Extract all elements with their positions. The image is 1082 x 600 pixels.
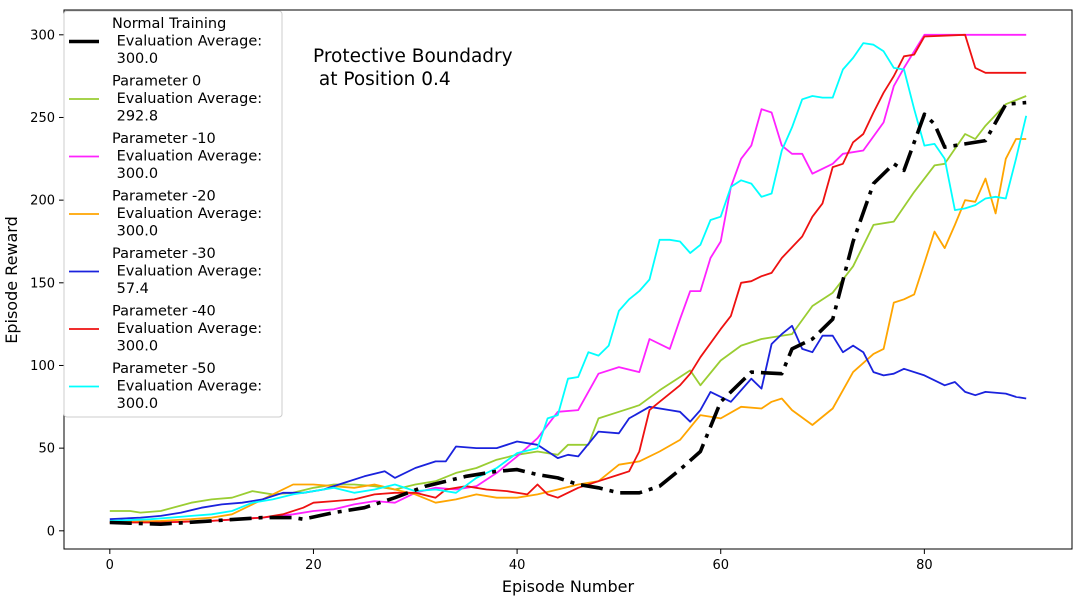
legend-entry-line: Parameter -20 <box>112 189 216 205</box>
chart-annotation: Protective Boundadry at Position 0.4 <box>313 46 513 90</box>
legend-entry: Parameter 0 Evaluation Average: 292.8 <box>112 74 262 125</box>
legend-entry-line: 300.0 <box>112 224 158 240</box>
y-axis-label: Episode Reward <box>2 216 21 344</box>
legend-entry-line: 57.4 <box>112 281 149 297</box>
legend-entry-line: Parameter -50 <box>112 361 216 377</box>
series-layer <box>109 33 1028 526</box>
y-tick-label: 250 <box>30 111 55 126</box>
legend-entry-line: Evaluation Average: <box>112 379 262 395</box>
legend-entry: Parameter -40 Evaluation Average: 300.0 <box>112 304 262 355</box>
legend-entry-line: Evaluation Average: <box>112 91 262 107</box>
x-tick-label: 80 <box>916 558 933 573</box>
y-tick-label: 200 <box>30 194 55 209</box>
legend-entry-line: Evaluation Average: <box>112 264 262 280</box>
y-tick-label: 50 <box>38 442 55 457</box>
x-tick-label: 60 <box>712 558 729 573</box>
series-line-parameter-2 <box>109 33 1027 524</box>
legend-entry: Parameter -10 Evaluation Average: 300.0 <box>112 131 262 182</box>
legend-entry: Parameter -20 Evaluation Average: 300.0 <box>112 189 262 240</box>
series-line-normal-training <box>109 100 1027 526</box>
legend-entry-line: Evaluation Average: <box>112 206 262 222</box>
y-tick-label: 150 <box>30 276 55 291</box>
legend-entry-line: Parameter 0 <box>112 74 201 90</box>
legend-entry-line: 300.0 <box>112 396 158 412</box>
legend-entry: Normal Training Evaluation Average: 300.… <box>112 16 262 67</box>
legend-entry-line: Parameter -40 <box>112 304 216 320</box>
legend-entry-line: 300.0 <box>112 51 158 67</box>
x-tick-label: 40 <box>509 558 526 573</box>
series-line-parameter-3 <box>109 138 1027 524</box>
x-axis-label: Episode Number <box>502 577 635 596</box>
legend-entry-line: Parameter -10 <box>112 131 216 147</box>
y-tick-label: 0 <box>47 524 55 539</box>
legend-entry: Parameter -50 Evaluation Average: 300.0 <box>112 361 262 412</box>
legend-entry-line: 300.0 <box>112 339 158 355</box>
y-tick-label: 100 <box>30 359 55 374</box>
legend-entry-line: Evaluation Average: <box>112 34 262 50</box>
legend: Normal Training Evaluation Average: 300.… <box>63 10 283 418</box>
annotation-line: at Position 0.4 <box>313 69 451 90</box>
legend-entry-line: Normal Training <box>112 16 226 32</box>
legend-entry-line: Evaluation Average: <box>112 149 262 165</box>
x-tick-label: 0 <box>106 558 114 573</box>
legend-entry-line: 300.0 <box>112 166 158 182</box>
x-tick-label: 20 <box>305 558 322 573</box>
series-line-parameter-6 <box>109 42 1028 522</box>
legend-entry-line: 292.8 <box>112 109 158 125</box>
legend-entry-line: Evaluation Average: <box>112 321 262 337</box>
annotation-line: Protective Boundadry <box>313 46 513 67</box>
axes-layer: 0 20 40 60 80 0 50 100 150 200 250 300 <box>30 28 932 573</box>
legend-entry-line: Parameter -30 <box>112 246 216 262</box>
series-line-parameter-5 <box>109 33 1027 524</box>
legend-entry: Parameter -30 Evaluation Average: 57.4 <box>112 246 262 297</box>
y-tick-label: 300 <box>30 28 55 43</box>
legend-box <box>63 10 283 418</box>
